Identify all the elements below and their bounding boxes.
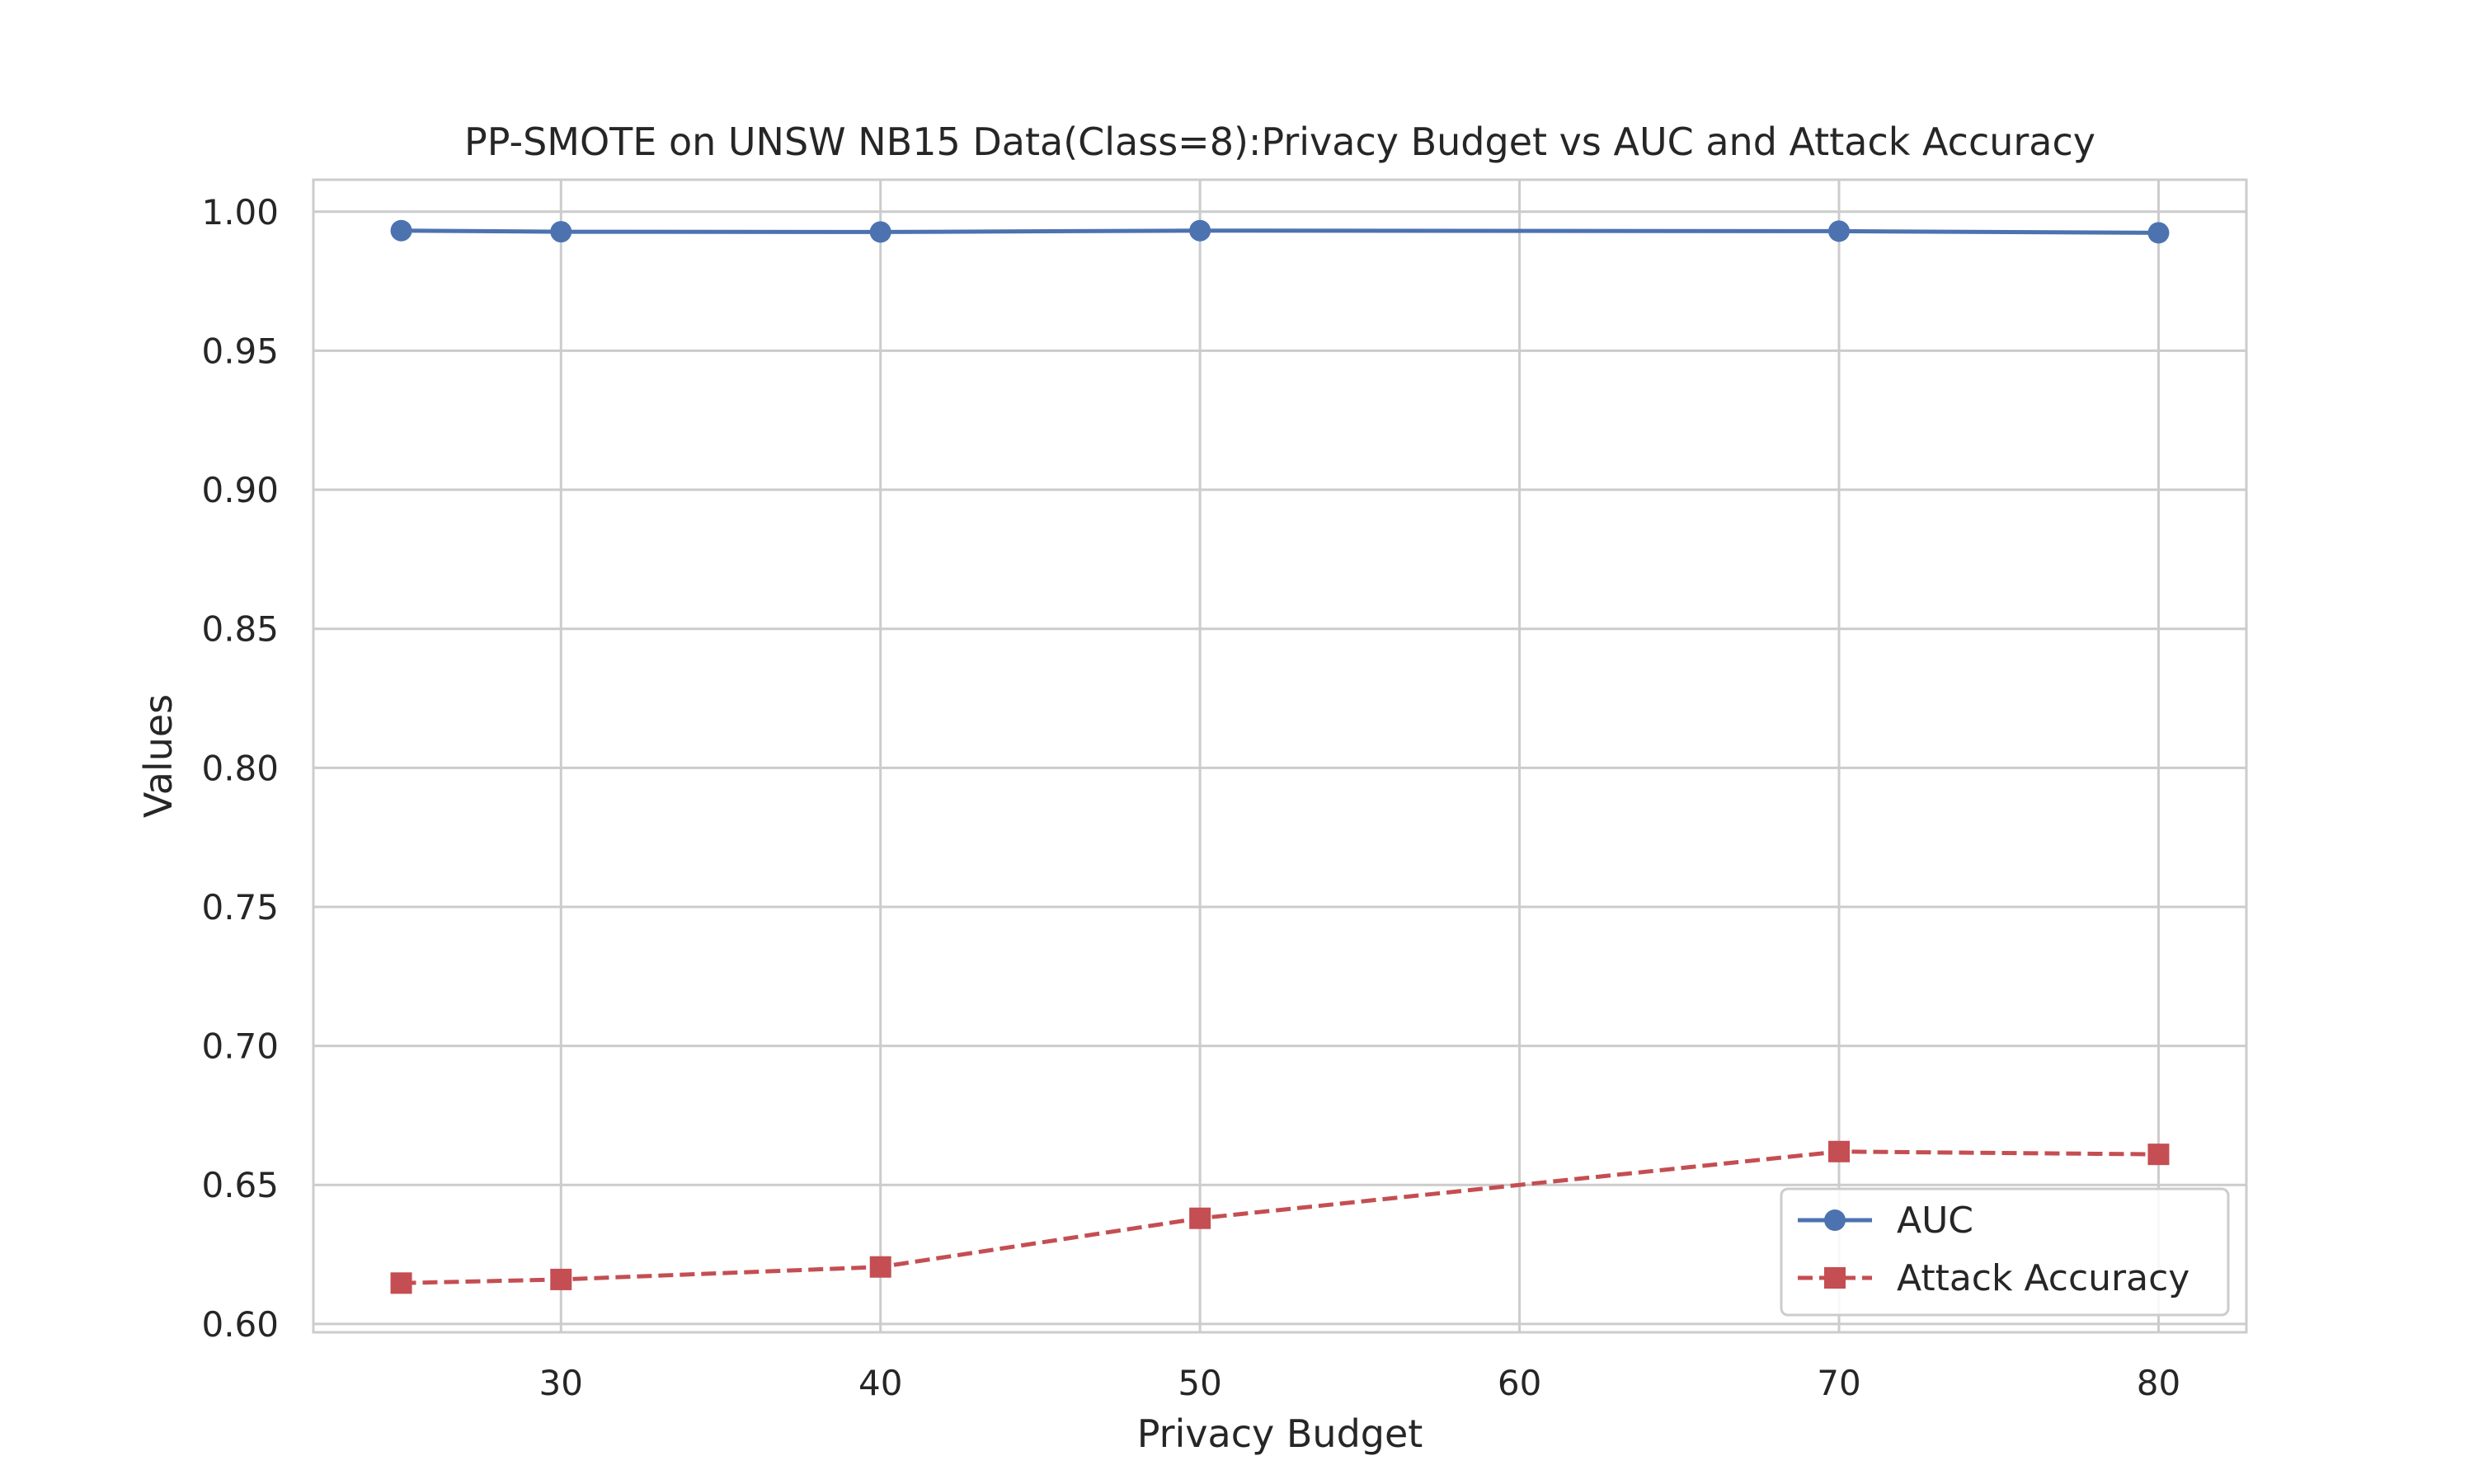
- x-axis-label: Privacy Budget: [1137, 1411, 1423, 1456]
- legend-entry: Attack Accuracy: [1798, 1257, 2189, 1299]
- x-tick-label: 40: [858, 1363, 902, 1403]
- legend-box: [1780, 1187, 2230, 1317]
- legend-label: Attack Accuracy: [1897, 1257, 2189, 1299]
- data-point: [390, 219, 412, 242]
- data-point: [869, 1256, 891, 1278]
- legend: AUC Attack Accuracy: [1780, 1187, 2230, 1317]
- x-tick-label: 60: [1498, 1363, 1541, 1403]
- x-tick-labels: 30 40 50 60 70 80: [539, 1363, 2181, 1403]
- legend-items: AUC Attack Accuracy: [1798, 1200, 2189, 1299]
- data-point: [1189, 219, 1211, 242]
- legend-label: AUC: [1897, 1200, 1973, 1242]
- plot-frame: [312, 178, 2248, 1334]
- data-point: [869, 221, 891, 243]
- legend-marker: [1824, 1267, 1846, 1289]
- y-tick-labels: 0.60 0.65 0.70 0.75 0.80 0.85 0.90 0.95 1.00: [201, 192, 279, 1345]
- x-tick-label: 30: [539, 1363, 583, 1403]
- chart-title: PP-SMOTE on UNSW NB15 Data(Class=8):Priv…: [464, 120, 2095, 164]
- y-tick-label: 0.85: [201, 609, 279, 650]
- series-line: [401, 1149, 2159, 1285]
- y-tick-label: 0.95: [201, 331, 279, 371]
- y-tick-label: 0.80: [201, 748, 279, 788]
- y-tick-label: 0.65: [201, 1165, 279, 1205]
- y-tick-label: 0.70: [201, 1026, 279, 1067]
- data-point: [1828, 220, 1851, 242]
- grid-lines: [313, 180, 2246, 1332]
- data-point: [1828, 1140, 1851, 1162]
- data-point: [2147, 1144, 2170, 1166]
- data-point: [1189, 1207, 1211, 1229]
- y-tick-label: 0.75: [201, 887, 279, 928]
- y-tick-label: 0.90: [201, 470, 279, 510]
- y-tick-label: 1.00: [201, 192, 279, 232]
- legend-marker: [1824, 1209, 1846, 1231]
- legend-entry: AUC: [1798, 1200, 1973, 1242]
- x-tick-label: 50: [1178, 1363, 1221, 1403]
- series-line: [401, 228, 2159, 235]
- y-axis-label: Values: [136, 694, 181, 818]
- data-point: [2147, 222, 2170, 244]
- series-layer: [390, 219, 2170, 1294]
- y-tick-label: 0.60: [201, 1304, 279, 1345]
- x-tick-label: 70: [1817, 1363, 1860, 1403]
- data-point: [390, 1272, 412, 1294]
- data-point: [550, 221, 572, 243]
- data-point: [550, 1268, 572, 1290]
- x-tick-label: 80: [2137, 1363, 2180, 1403]
- series-2: [390, 1140, 2170, 1294]
- series-1: [390, 219, 2170, 244]
